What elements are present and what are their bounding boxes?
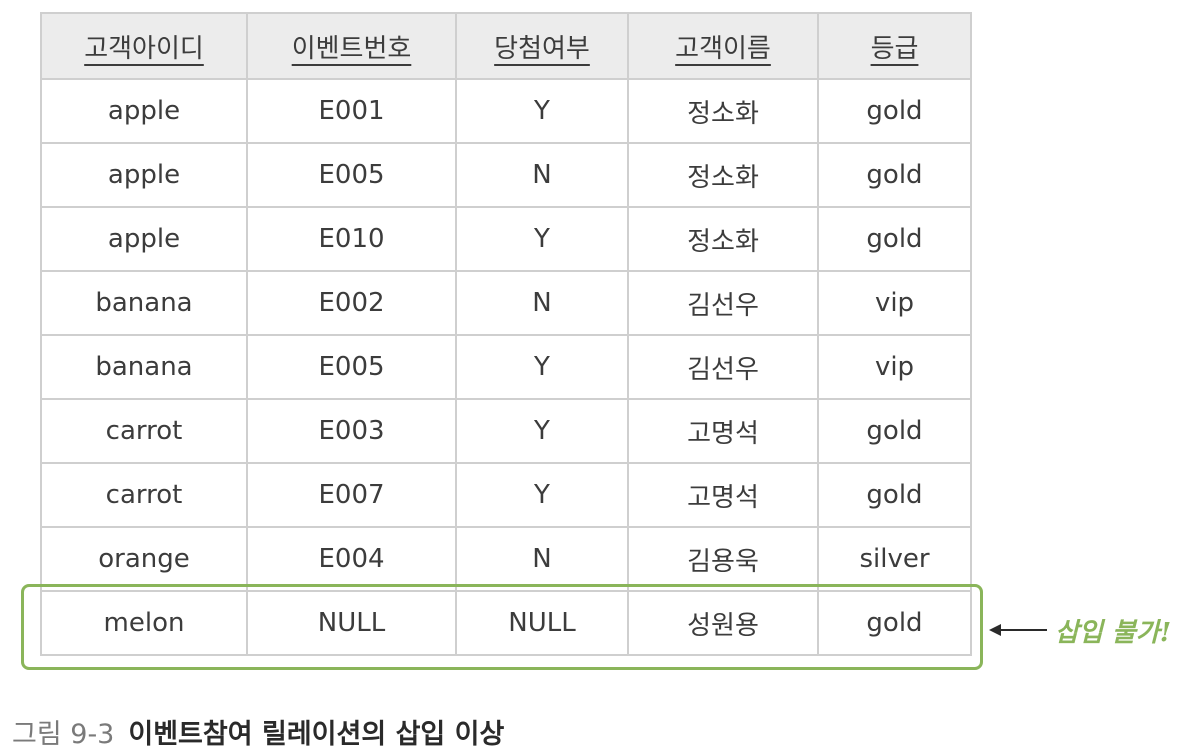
cell-event-number: E003: [246, 398, 457, 464]
cell-grade: gold: [817, 590, 972, 656]
figure-caption: 그림 9-3 이벤트참여 릴레이션의 삽입 이상: [12, 712, 504, 751]
cell-grade: gold: [817, 206, 972, 272]
cell-winning-status: N: [455, 526, 629, 592]
cell-grade: vip: [817, 270, 972, 336]
header-winning-status: 당첨여부: [455, 12, 629, 80]
cell-event-number: E005: [246, 334, 457, 400]
cell-event-number: E004: [246, 526, 457, 592]
table-row-insertion-anomaly: melon NULL NULL 성원용 gold: [40, 590, 972, 656]
cell-customer-id: carrot: [40, 398, 248, 464]
cell-event-number: E001: [246, 78, 457, 144]
cell-customer-name: 성원용: [627, 590, 819, 656]
cell-customer-name: 고명석: [627, 398, 819, 464]
cell-event-number: E007: [246, 462, 457, 528]
cell-customer-name: 김선우: [627, 334, 819, 400]
cell-winning-status: NULL: [455, 590, 629, 656]
cell-customer-name: 김선우: [627, 270, 819, 336]
cell-customer-id: melon: [40, 590, 248, 656]
cell-event-number: E010: [246, 206, 457, 272]
table-row: apple E005 N 정소화 gold: [40, 142, 972, 208]
cell-winning-status: N: [455, 270, 629, 336]
table-row: carrot E003 Y 고명석 gold: [40, 398, 972, 464]
cell-customer-name: 정소화: [627, 142, 819, 208]
cell-customer-id: banana: [40, 270, 248, 336]
table-row: apple E001 Y 정소화 gold: [40, 78, 972, 144]
header-customer-id: 고객아이디: [40, 12, 248, 80]
cell-customer-name: 정소화: [627, 206, 819, 272]
cell-grade: gold: [817, 78, 972, 144]
cell-customer-id: apple: [40, 206, 248, 272]
table-body: apple E001 Y 정소화 gold apple E005 N 정소화 g…: [40, 78, 972, 656]
cell-grade: gold: [817, 142, 972, 208]
cell-customer-id: apple: [40, 78, 248, 144]
cell-customer-id: orange: [40, 526, 248, 592]
event-participation-table: 고객아이디 이벤트번호 당첨여부 고객이름 등급 apple E001 Y 정소…: [40, 12, 972, 656]
cell-grade: silver: [817, 526, 972, 592]
cell-grade: gold: [817, 462, 972, 528]
table-row: carrot E007 Y 고명석 gold: [40, 462, 972, 528]
event-participation-table-container: 고객아이디 이벤트번호 당첨여부 고객이름 등급 apple E001 Y 정소…: [40, 12, 972, 656]
left-arrow-icon: [989, 624, 1047, 636]
cell-customer-name: 고명석: [627, 462, 819, 528]
cell-grade: gold: [817, 398, 972, 464]
header-event-number: 이벤트번호: [246, 12, 457, 80]
cell-customer-name: 정소화: [627, 78, 819, 144]
cell-event-number: E002: [246, 270, 457, 336]
cell-event-number: E005: [246, 142, 457, 208]
cell-event-number: NULL: [246, 590, 457, 656]
table-row: banana E002 N 김선우 vip: [40, 270, 972, 336]
cell-customer-id: banana: [40, 334, 248, 400]
figure-title: 이벤트참여 릴레이션의 삽입 이상: [128, 719, 505, 750]
cell-winning-status: Y: [455, 206, 629, 272]
table-row: orange E004 N 김용욱 silver: [40, 526, 972, 592]
cell-winning-status: Y: [455, 462, 629, 528]
cell-winning-status: Y: [455, 398, 629, 464]
header-grade: 등급: [817, 12, 972, 80]
insertion-not-allowed-note: 삽입 불가!: [1055, 618, 1172, 648]
cell-winning-status: N: [455, 142, 629, 208]
cell-customer-name: 김용욱: [627, 526, 819, 592]
cell-customer-id: apple: [40, 142, 248, 208]
header-customer-name: 고객이름: [627, 12, 819, 80]
table-row: apple E010 Y 정소화 gold: [40, 206, 972, 272]
cell-winning-status: Y: [455, 78, 629, 144]
cell-customer-id: carrot: [40, 462, 248, 528]
table-header-row: 고객아이디 이벤트번호 당첨여부 고객이름 등급: [40, 12, 972, 80]
cell-winning-status: Y: [455, 334, 629, 400]
table-row: banana E005 Y 김선우 vip: [40, 334, 972, 400]
cell-grade: vip: [817, 334, 972, 400]
figure-number: 그림 9-3: [12, 719, 115, 750]
